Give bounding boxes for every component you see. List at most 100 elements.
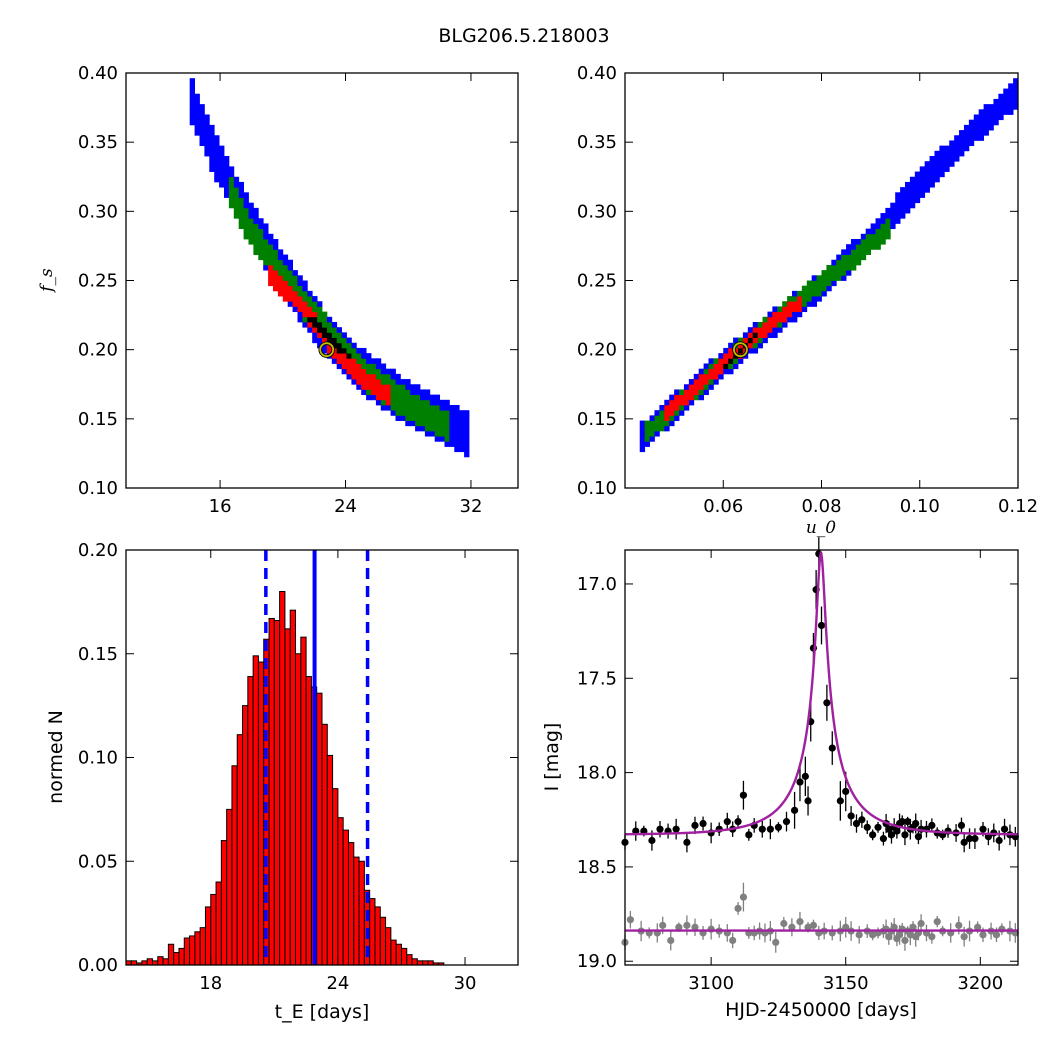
heatmap-cell <box>464 430 470 437</box>
heatmap-cell <box>356 384 362 390</box>
heatmap-cell <box>914 192 921 198</box>
heatmap-cell <box>993 109 999 115</box>
heatmap-cell <box>978 119 985 126</box>
heatmap-cell <box>464 425 470 432</box>
heatmap-cell <box>742 332 749 338</box>
residual-point <box>788 923 796 931</box>
heatmap-cell <box>998 93 1004 100</box>
heatmap-cell <box>395 405 401 411</box>
heatmap-cell <box>219 166 225 172</box>
residual-point <box>739 893 748 901</box>
heatmap-cell <box>371 379 377 385</box>
heatmap-cell <box>683 389 690 396</box>
heatmap-cell <box>752 342 759 349</box>
heatmap-cell <box>302 280 308 287</box>
heatmap-cell <box>919 192 926 198</box>
heatmap-cell <box>439 410 445 416</box>
heatmap-cell <box>375 373 382 380</box>
y-tick-label: 0.35 <box>78 132 118 153</box>
heatmap-cell <box>189 93 195 100</box>
heatmap-cell <box>821 290 827 297</box>
y-tick-label: 17.0 <box>577 574 617 595</box>
heatmap-cell <box>312 316 318 323</box>
heatmap-cell <box>929 156 935 162</box>
heatmap-cell <box>268 254 274 261</box>
heatmap-cell <box>944 145 950 152</box>
heatmap-cell <box>895 207 901 214</box>
heatmap-cell <box>356 373 362 380</box>
heatmap-cell <box>209 124 215 131</box>
heatmap-cell <box>214 150 220 157</box>
heatmap-cell <box>674 399 680 406</box>
heatmap-cell <box>723 368 729 375</box>
heatmap-cell <box>728 363 734 370</box>
heatmap-cell <box>796 290 803 297</box>
heatmap-cell <box>752 327 759 333</box>
heatmap-cell <box>410 394 416 401</box>
histogram-bar <box>279 591 286 966</box>
heatmap-cell <box>395 394 401 401</box>
heatmap-cell <box>801 301 808 307</box>
heatmap-cell <box>880 233 886 240</box>
heatmap-cell <box>405 379 411 385</box>
heatmap-cell <box>233 187 240 193</box>
histogram-bar <box>390 939 397 966</box>
heatmap-cell <box>199 130 205 136</box>
residual-point <box>667 936 675 945</box>
heatmap-cell <box>282 285 289 292</box>
heatmap-cell <box>454 441 460 447</box>
heatmap-cell <box>1008 98 1014 105</box>
heatmap-cell <box>268 249 274 255</box>
axes-light-curve: 3100 3150 3200 17.0 17.5 18.0 18.5 19.0 <box>577 550 1018 994</box>
heatmap-cell <box>194 104 200 110</box>
heatmap-cell <box>307 296 313 302</box>
heatmap-cell <box>263 244 269 250</box>
heatmap-cell <box>317 311 323 318</box>
heatmap-cell <box>341 337 347 344</box>
heatmap-cell <box>346 358 352 364</box>
heatmap-cell <box>688 394 695 401</box>
heatmap-cell <box>669 415 675 421</box>
heatmap-cell <box>683 394 690 401</box>
data-point <box>739 791 748 799</box>
heatmap-cell <box>351 373 357 380</box>
heatmap-cell <box>777 306 783 313</box>
data-point <box>1000 825 1009 833</box>
y-tick-label: 0.15 <box>78 409 118 430</box>
heatmap-cell <box>273 259 279 266</box>
heatmap-cell <box>900 187 906 193</box>
heatmap-cell <box>875 244 881 250</box>
heatmap-cell <box>238 223 244 230</box>
heatmap-cell <box>410 384 416 390</box>
heatmap-cell <box>875 233 881 240</box>
heatmap-cell <box>664 420 670 427</box>
heatmap-cell <box>816 290 822 297</box>
heatmap-cell <box>317 337 323 344</box>
heatmap-cell <box>277 285 284 292</box>
heatmap-cell <box>258 218 264 224</box>
heatmap-cell <box>841 264 847 271</box>
heatmap-cell <box>949 145 955 152</box>
heatmap-cell <box>934 166 940 172</box>
heatmap-cell <box>434 430 440 437</box>
heatmap-cell <box>693 373 700 380</box>
heatmap-cell <box>307 316 313 323</box>
heatmap-cell <box>747 332 754 338</box>
heatmap-cell <box>816 296 822 302</box>
heatmap-cell <box>973 130 980 136</box>
heatmap-cell <box>664 415 670 421</box>
heatmap-cell <box>282 264 289 271</box>
heatmap-cell <box>718 353 724 359</box>
heatmap-cell <box>914 176 921 183</box>
heatmap-cell <box>366 373 372 380</box>
heatmap-cell <box>836 275 842 281</box>
data-point <box>734 818 742 826</box>
heatmap-cell <box>243 192 249 198</box>
heatmap-cell <box>214 171 220 178</box>
histogram-bar <box>162 958 169 966</box>
x-tick-label: 3150 <box>823 973 869 994</box>
heatmap-cell <box>841 254 847 261</box>
figure-title: BLG206.5.218003 <box>438 25 609 47</box>
heatmap-cell <box>268 264 274 271</box>
heatmap-cell <box>649 415 655 421</box>
